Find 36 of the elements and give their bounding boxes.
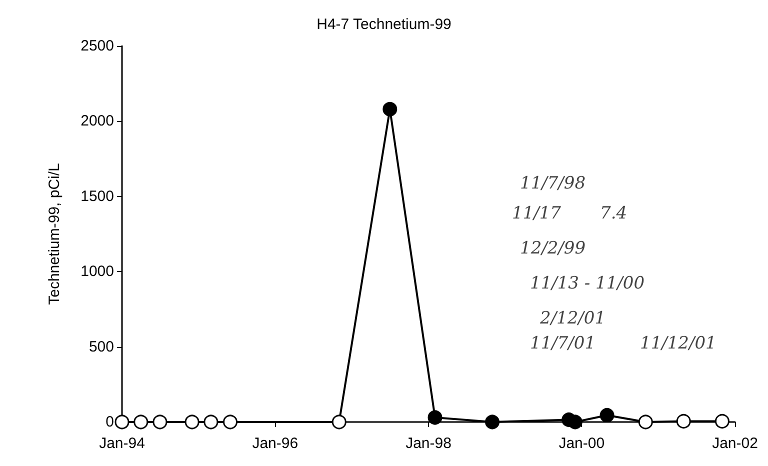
- annotation: 11/12/01: [640, 334, 716, 354]
- point: [485, 414, 500, 430]
- x-tick-label: Jan-96: [252, 435, 298, 452]
- y-tick-label: 1000: [80, 263, 114, 280]
- annotation: 11/17: [512, 204, 562, 224]
- point: [428, 410, 442, 425]
- y-axis-title: Technetium-99, pCi/L: [46, 163, 63, 305]
- y-tick-label: 500: [88, 338, 114, 356]
- point: [204, 414, 218, 430]
- point: [152, 414, 168, 430]
- point: [134, 414, 148, 430]
- x-tick-label: Jan-00: [558, 435, 605, 452]
- point: [223, 414, 238, 430]
- point: [676, 414, 691, 428]
- point: [714, 414, 730, 428]
- annotation: 2/12/01: [539, 308, 606, 328]
- point: [568, 414, 582, 430]
- annotation: 11/7/98: [520, 174, 586, 194]
- y-tick-label: 1500: [80, 188, 114, 205]
- y-tick-label: 2500: [80, 38, 114, 54]
- y-tick-label: 0: [106, 414, 114, 430]
- point: [184, 414, 200, 430]
- point: [638, 414, 653, 430]
- point: [382, 102, 398, 116]
- annotation: 11/7/01: [530, 334, 596, 354]
- point: [114, 414, 130, 430]
- chart-title: H4-7 Technetium-99: [316, 16, 452, 33]
- y-tick-label: 2000: [80, 112, 114, 130]
- annotation: 7.4: [600, 204, 628, 224]
- annotation: 11/13 - 11/00: [530, 274, 645, 294]
- x-tick-label: Jan-94: [99, 435, 145, 452]
- point: [332, 414, 346, 430]
- annotation: 12/2/99: [520, 238, 586, 258]
- x-tick-label: Jan-98: [406, 435, 452, 452]
- point: [600, 408, 614, 422]
- x-tick-label: Jan-02: [712, 435, 758, 452]
